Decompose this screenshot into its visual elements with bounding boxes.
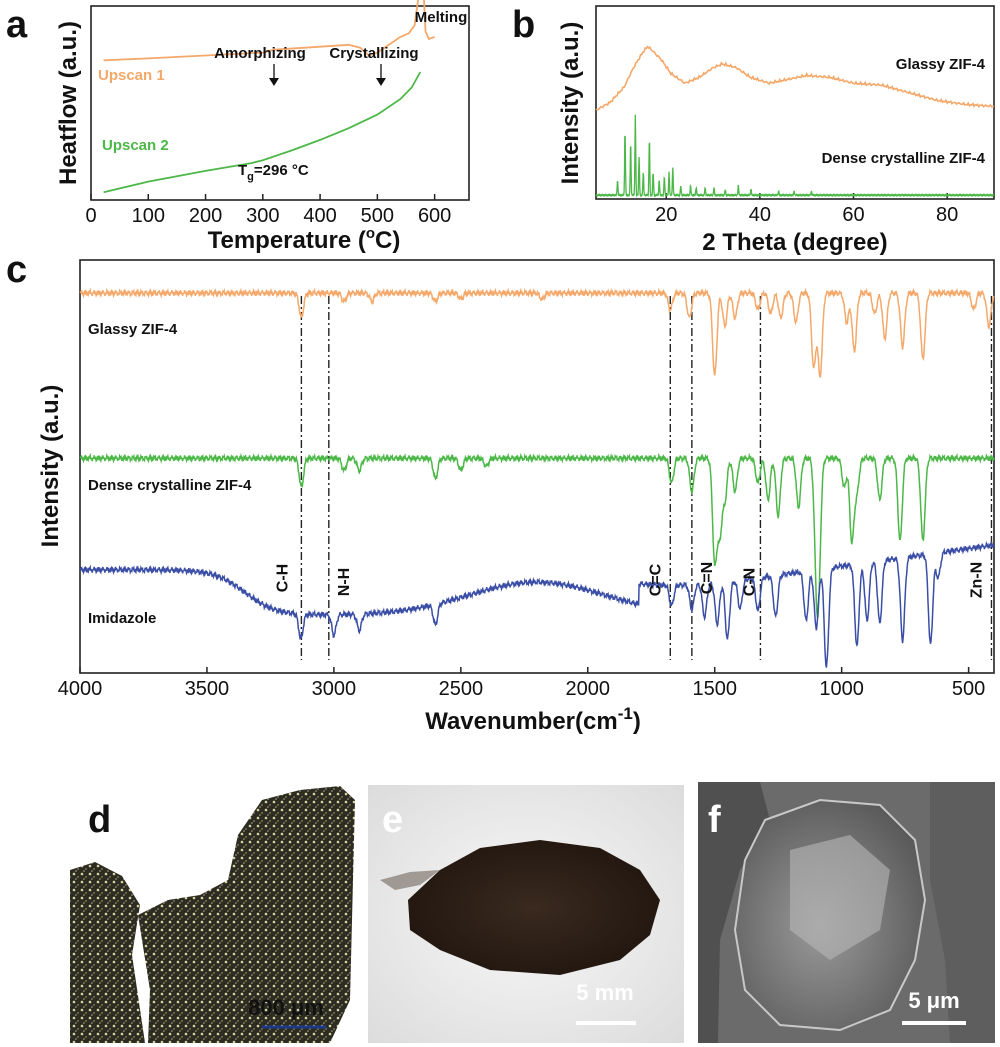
panel-c-series <box>79 287 995 668</box>
panel-letter-e: e <box>382 799 403 841</box>
x-tick-label: 3000 <box>312 678 357 700</box>
panel-letter-a: a <box>6 4 28 46</box>
panel-b-xlabel: 2 Theta (degree) <box>702 229 887 256</box>
x-tick-label: 200 <box>189 205 222 227</box>
annotation-amorphizing: Amorphizing <box>214 45 306 62</box>
series-label-dense-zif4-c: Dense crystalline ZIF-4 <box>88 477 252 494</box>
series-label-upscan-2: Upscan 2 <box>102 137 169 154</box>
x-tick-label: 80 <box>936 204 958 226</box>
panel-a-plot-frame <box>90 5 470 201</box>
panel-b-xticks: 20 40 60 80 <box>655 193 958 226</box>
series-line-glassy-zif-4 <box>79 287 995 378</box>
panel-f-sem-image: f 5 μm <box>698 782 995 1043</box>
panel-c: c Intensity (a.u.) Wavenumber(cm-1) 4000… <box>6 249 995 735</box>
panel-c-xticks: 4000 3500 3000 2500 2000 1500 1000 500 <box>58 667 985 700</box>
panel-d-crystal-fragment-main <box>138 786 355 1043</box>
annotation-melting: Melting <box>415 9 468 26</box>
panel-c-reference-lines <box>300 296 993 660</box>
x-tick-label: 100 <box>132 205 165 227</box>
x-tick-label: 300 <box>246 205 279 227</box>
series-line-dense-zif4 <box>595 114 995 198</box>
series-line-glassy-zif4 <box>595 45 995 111</box>
bond-label-cn: C-N <box>741 568 758 596</box>
panel-f-crystal-facet <box>790 835 890 960</box>
x-tick-label: 2000 <box>566 678 611 700</box>
series-label-imidazole-c: Imidazole <box>88 610 156 627</box>
bond-label-cn: C=N <box>699 562 716 594</box>
panel-a: a Heatflow (a.u.) Temperature (oC) 0 100 2… <box>6 0 470 254</box>
panel-a-series-labels: Upscan 1 Upscan 2 <box>98 67 169 154</box>
x-tick-label: 20 <box>655 204 677 226</box>
panel-c-plot-frame <box>79 259 995 674</box>
panel-b-ylabel: Intensity (a.u.) <box>557 22 584 185</box>
series-line-upscan-1 <box>103 0 435 62</box>
series-line-imidazole <box>79 540 995 668</box>
panel-letter-d: d <box>88 799 111 841</box>
panel-a-xlabel: Temperature (oC) <box>208 225 401 254</box>
bond-label-znn: Zn-N <box>969 562 986 598</box>
arrow-amorphizing-head <box>269 78 279 86</box>
bond-label-ch: C-H <box>274 564 291 592</box>
series-label-glassy-zif4-b: Glassy ZIF-4 <box>896 56 986 73</box>
panel-a-xticks: 0 100 200 300 400 500 600 <box>85 194 451 227</box>
panel-letter-c: c <box>6 249 27 291</box>
x-tick-label: 2500 <box>439 678 484 700</box>
panel-letter-b: b <box>512 4 535 46</box>
annotation-crystallizing: Crystallizing <box>329 45 418 62</box>
series-line-upscan-2 <box>103 71 422 194</box>
series-label-glassy-zif4-c: Glassy ZIF-4 <box>88 321 178 338</box>
scale-label-d: 800 μm <box>248 995 324 1020</box>
x-tick-label: 400 <box>303 205 336 227</box>
x-tick-label: 0 <box>85 205 96 227</box>
annotation-tg: Tg=296 °C <box>238 162 309 183</box>
panel-a-ylabel: Heatflow (a.u.) <box>55 21 82 185</box>
scale-label-f: 5 μm <box>908 988 959 1013</box>
scale-label-e: 5 mm <box>576 980 633 1005</box>
x-tick-label: 60 <box>842 204 864 226</box>
series-label-upscan-1: Upscan 1 <box>98 67 165 84</box>
x-tick-label: 3500 <box>185 678 230 700</box>
panel-d-crystal-fragment-left <box>70 862 145 1043</box>
panel-b-plot-frame <box>595 5 995 200</box>
x-tick-label: 4000 <box>58 678 103 700</box>
panel-f-background-region-right <box>930 782 995 1043</box>
panel-d-optical-micrograph: d 800 μm <box>70 785 355 1043</box>
arrow-crystallizing-head <box>376 78 386 86</box>
x-tick-label: 1000 <box>819 678 864 700</box>
panel-b: b Intensity (a.u.) 2 Theta (degree) 20 40… <box>512 4 995 256</box>
x-tick-label: 1500 <box>692 678 737 700</box>
panel-a-series <box>103 0 435 194</box>
panel-e-powder-photo: e 5 mm <box>368 785 684 1043</box>
x-tick-label: 40 <box>749 204 771 226</box>
panel-e-powder-dust <box>380 870 440 890</box>
x-tick-label: 600 <box>418 205 451 227</box>
series-label-dense-zif4-b: Dense crystalline ZIF-4 <box>822 150 986 167</box>
panel-c-bond-labels: C-H N-H C=C C=N C-N Zn-N <box>274 562 985 598</box>
panel-letter-f: f <box>708 799 721 841</box>
series-line-dense-crystalline-zif-4 <box>79 452 995 619</box>
panel-e-powder-pile <box>408 840 660 975</box>
x-tick-label: 500 <box>361 205 394 227</box>
panel-c-xlabel: Wavenumber(cm-1) <box>425 704 641 735</box>
x-tick-label: 500 <box>952 678 985 700</box>
panel-b-series <box>595 45 995 198</box>
bond-label-cc: C=C <box>647 563 664 596</box>
panel-c-ylabel: Intensity (a.u.) <box>37 385 64 548</box>
bond-label-nh: N-H <box>336 568 353 596</box>
